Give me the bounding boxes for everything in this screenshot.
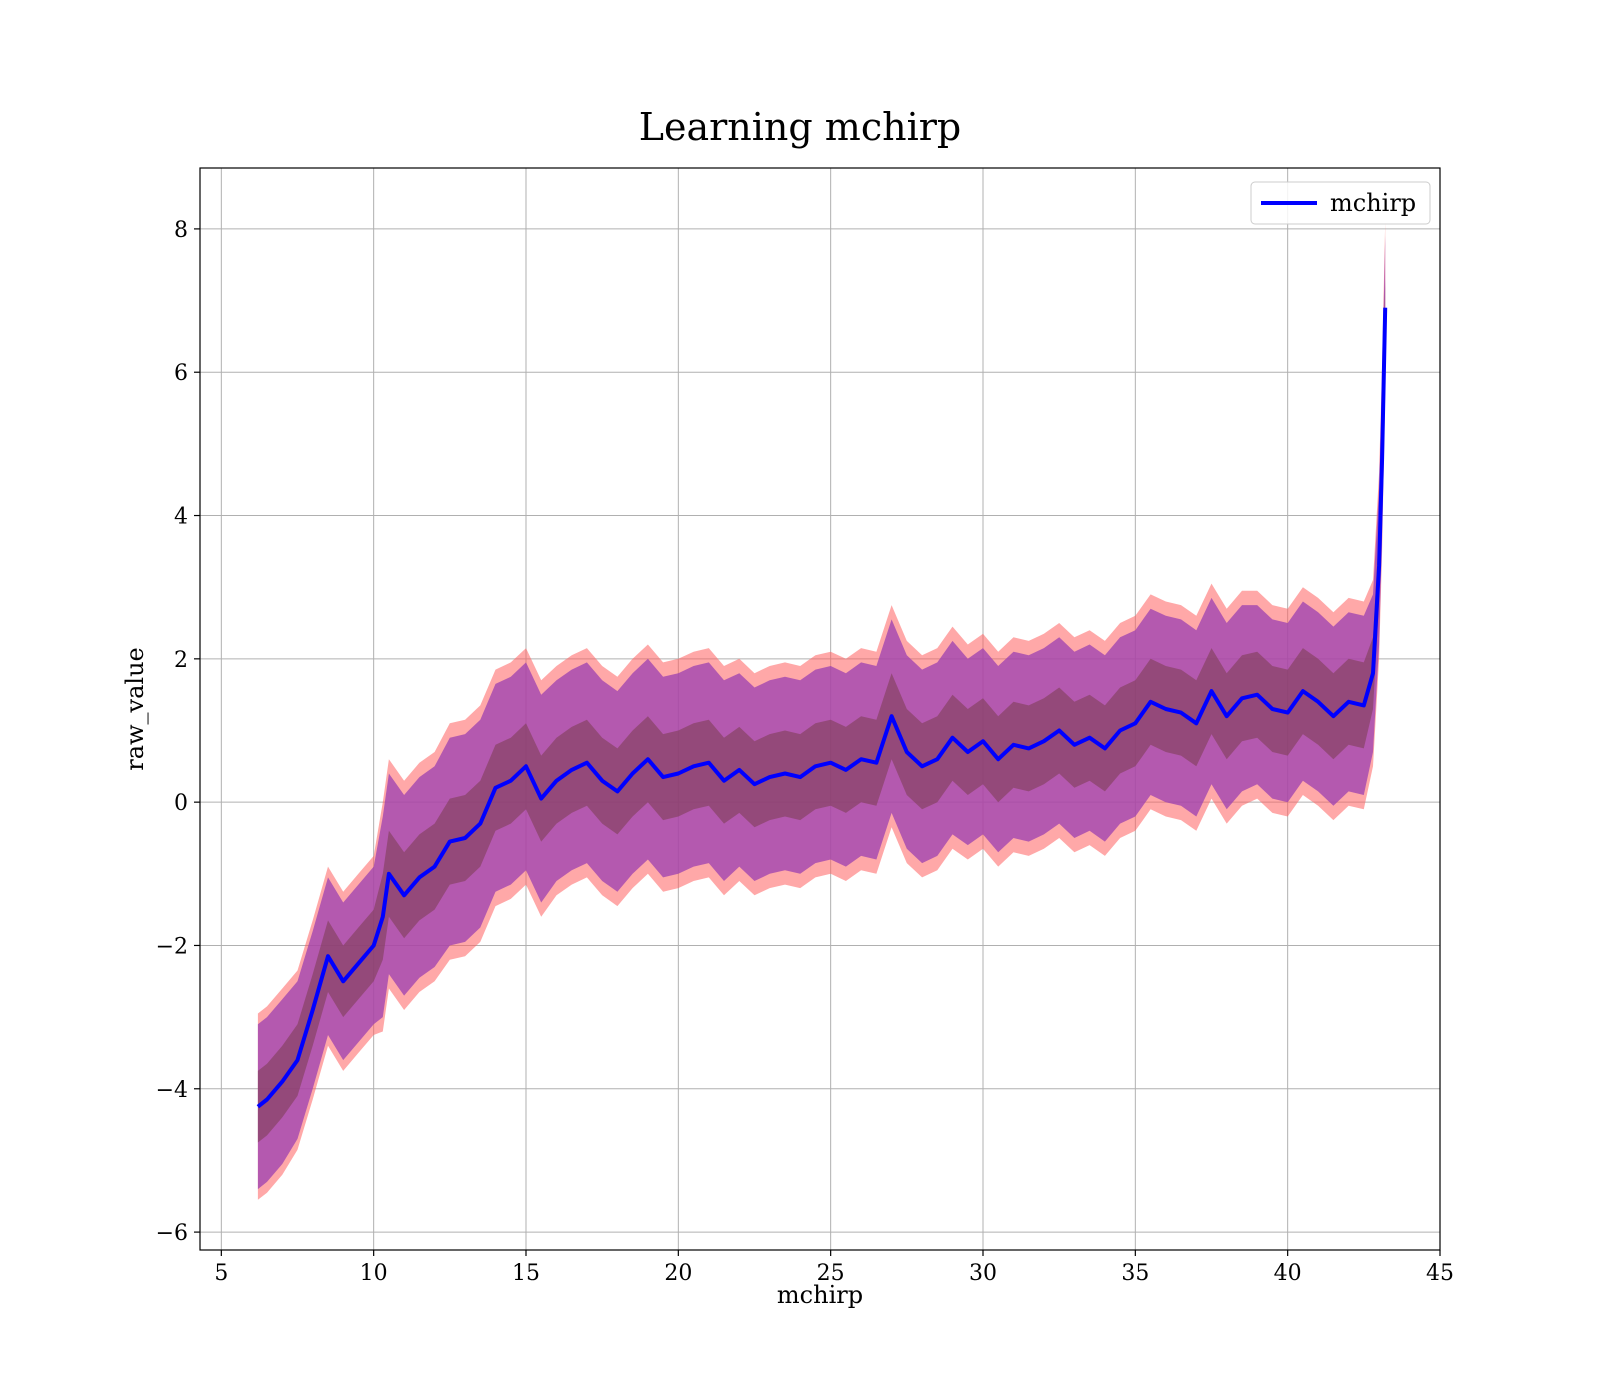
uncertainty-bands — [257, 221, 1386, 1200]
x-tick-label: 5 — [214, 1261, 228, 1286]
chart-title: Learning mchirp — [639, 105, 961, 149]
series-line-mchirp — [256, 307, 1388, 1109]
legend-label-mchirp: mchirp — [1330, 189, 1416, 217]
legend: mchirp — [1250, 181, 1431, 225]
y-tick-label: 2 — [174, 648, 188, 673]
inner-band — [257, 279, 1386, 1143]
y-tick-label: 8 — [174, 218, 188, 243]
mid-band — [257, 236, 1386, 1190]
x-tick-label: 30 — [969, 1261, 997, 1286]
x-tick-label: 25 — [817, 1261, 845, 1286]
series-lines — [256, 307, 1388, 1109]
x-axis-ticks: 5 10 15 20 25 30 35 40 45 — [214, 1250, 1454, 1286]
y-tick-label: 4 — [174, 505, 188, 530]
x-axis-label: mchirp — [777, 1281, 863, 1309]
legend-box — [1250, 181, 1431, 225]
y-tick-label: −2 — [156, 934, 188, 959]
x-tick-label: 35 — [1121, 1261, 1149, 1286]
y-tick-label: −6 — [156, 1221, 188, 1246]
x-tick-label: 20 — [664, 1261, 692, 1286]
plot-frame — [199, 167, 1441, 1251]
x-tick-label: 40 — [1274, 1261, 1302, 1286]
x-tick-label: 10 — [360, 1261, 388, 1286]
y-tick-label: −4 — [156, 1078, 188, 1103]
y-axis-ticks: −6 −4 −2 0 2 4 6 8 — [156, 218, 200, 1246]
x-tick-label: 45 — [1426, 1261, 1454, 1286]
x-tick-label: 15 — [512, 1261, 540, 1286]
y-tick-label: 6 — [174, 361, 188, 386]
y-axis-label: raw_value — [121, 647, 149, 771]
y-tick-label: 0 — [174, 791, 188, 816]
